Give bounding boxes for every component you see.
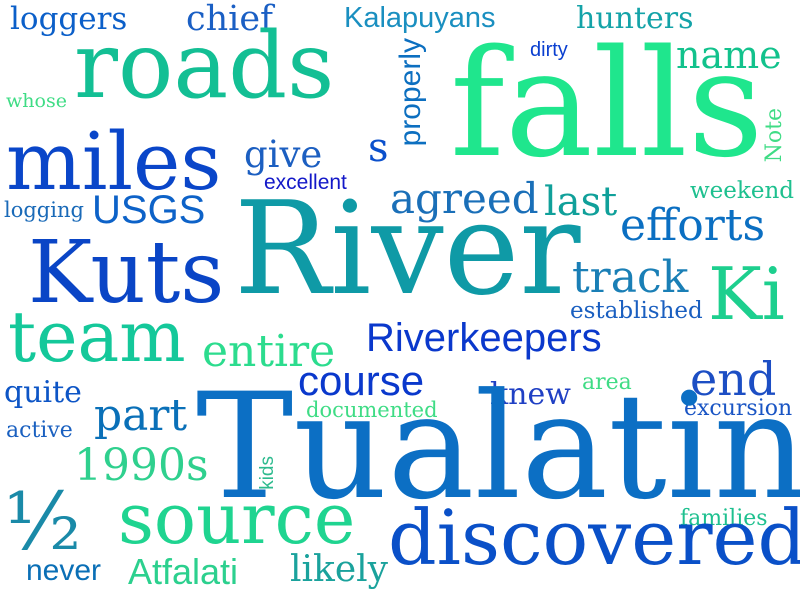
word-excursion: excursion	[684, 396, 793, 421]
word-course: course	[298, 357, 425, 404]
word-falls: falls	[450, 18, 764, 190]
word-weekend: weekend	[690, 178, 794, 204]
word-team: team	[8, 296, 186, 378]
word-give: give	[244, 133, 323, 176]
word-quite: quite	[4, 375, 82, 410]
word-roads: roads	[74, 12, 335, 119]
word-note: Note	[762, 108, 787, 163]
word-agreed: agreed	[390, 174, 539, 223]
word-one-half: ½	[4, 475, 82, 568]
word-tualatin: Tualatin	[196, 362, 800, 532]
word-miles: miles	[6, 115, 222, 208]
word-active: active	[6, 418, 73, 443]
word-ki: Ki	[708, 252, 785, 336]
word-whose: whose	[6, 90, 67, 112]
word-families: families	[680, 506, 768, 531]
word-entire: entire	[202, 326, 336, 377]
word-s: s	[368, 125, 389, 171]
word-name: name	[676, 33, 782, 77]
word-kalapuyans: Kalapuyans	[344, 2, 496, 34]
word-excellent: excellent	[264, 171, 347, 194]
word-last: last	[544, 179, 618, 225]
word-track: track	[572, 252, 689, 303]
word-discovered: discovered	[388, 493, 800, 582]
word-documented: documented	[306, 398, 438, 422]
word-atfalati: Atfalati	[128, 551, 239, 592]
word-1990s: 1990s	[74, 440, 209, 491]
word-logging: logging	[4, 198, 84, 222]
word-properly: properly	[394, 38, 427, 147]
word-kuts: Kuts	[28, 223, 225, 323]
word-usgs: USGS	[92, 188, 206, 232]
word-never: never	[26, 554, 102, 587]
word-efforts: efforts	[620, 200, 766, 251]
word-riverkeepers: Riverkeepers	[366, 316, 602, 360]
word-source: source	[118, 478, 356, 560]
word-part: part	[94, 390, 188, 441]
word-loggers: loggers	[10, 1, 128, 37]
word-dirty: dirty	[530, 39, 568, 61]
word-chief: chief	[186, 0, 274, 39]
word-established: established	[570, 298, 703, 324]
word-knew: knew	[490, 377, 571, 412]
word-likely: likely	[290, 549, 388, 590]
word-river: River	[234, 175, 581, 324]
word-hunters: hunters	[576, 1, 694, 36]
word-area: area	[582, 370, 632, 395]
word-end: end	[690, 352, 777, 406]
